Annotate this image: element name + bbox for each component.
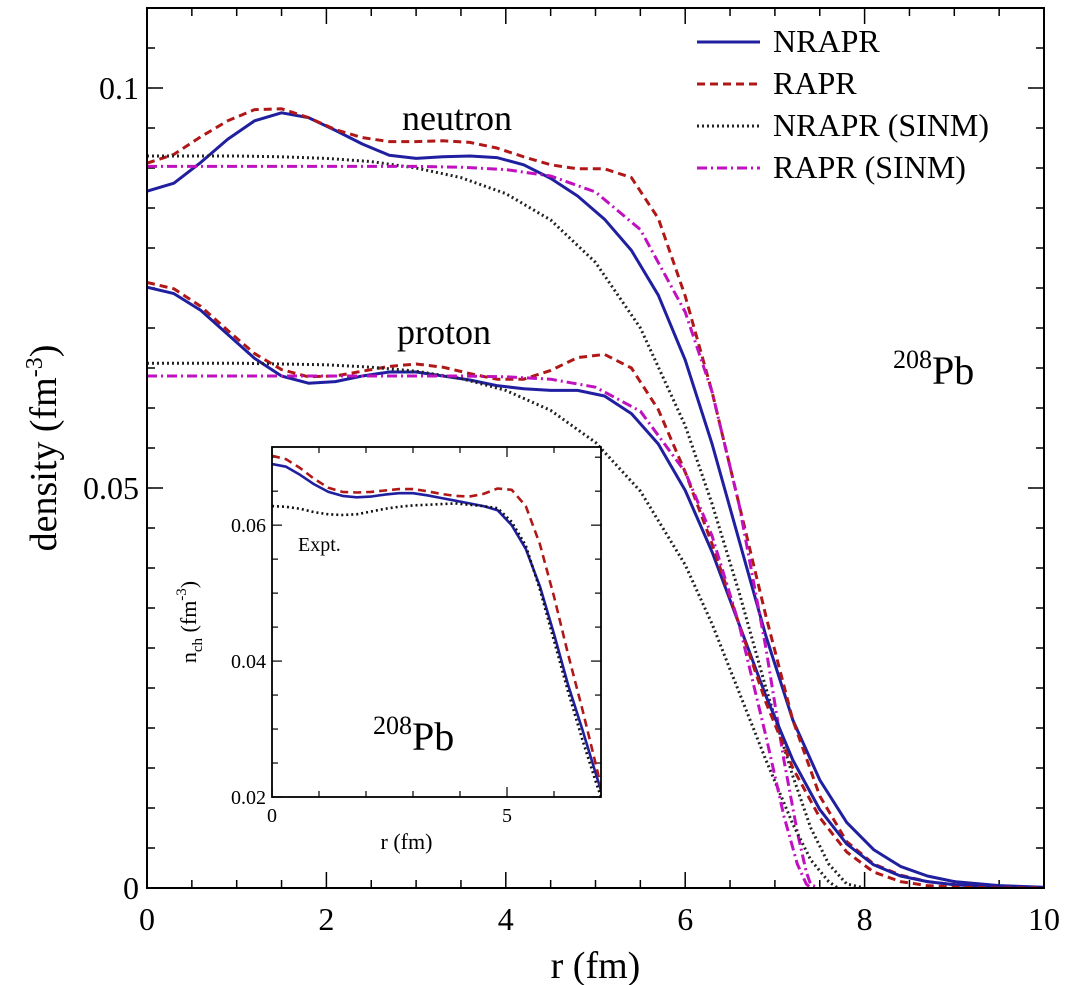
inset-y-tick-label: 0.06	[231, 515, 266, 537]
series-line-rapr-sinm-neutron-3	[147, 164, 821, 888]
y-tick-label: 0	[123, 870, 139, 906]
series-line-rapr-1	[272, 454, 601, 788]
legend-label: NRAPR	[773, 23, 880, 59]
x-axis-label: r (fm)	[551, 945, 641, 985]
label-nucleus: 208Pb	[893, 345, 974, 393]
inset-x-tick-label: 5	[502, 805, 512, 827]
inset-plot: 0 5 0.02 0.04 0.06 r (fm) nch (fm-3) Expt. 208Pb	[174, 446, 602, 854]
x-tick-label: 2	[318, 901, 334, 937]
x-tick-label: 4	[498, 901, 514, 937]
main-plot-frame	[146, 7, 1045, 889]
legend-label: RAPR (SINM)	[773, 149, 966, 185]
legend-label: RAPR	[773, 65, 857, 101]
label-proton: proton	[397, 312, 491, 352]
inset-y-axis-label: nch (fm-3)	[174, 581, 206, 663]
legend-label: NRAPR (SINM)	[773, 107, 989, 143]
main-plot: 0 2 4 6 8 10 0 0.05 0.1 r (fm) density (fm-3) neutr…	[22, 7, 1060, 985]
series-line-expt-2	[272, 502, 601, 797]
label-neutron: neutron	[402, 98, 512, 138]
inset-y-tick-label: 0.02	[231, 787, 266, 809]
legend: NRAPR RAPR NRAPR (SINM) RAPR (SINM)	[697, 23, 989, 185]
main-series-group	[147, 107, 1044, 888]
series-line-nrapr-proton-4	[147, 285, 1044, 888]
series-line-nrapr-sinm-proton-6	[147, 361, 839, 888]
y-tick-label: 0.1	[99, 70, 139, 106]
inset-label-nucleus: 208Pb	[373, 711, 454, 759]
inset-series-group	[272, 454, 601, 797]
x-tick-label: 0	[139, 901, 155, 937]
inset-y-tick-label: 0.04	[231, 651, 266, 673]
series-line-rapr-proton-5	[147, 280, 1044, 888]
inset-x-axis-label: r (fm)	[381, 829, 433, 854]
inset-label-expt: Expt.	[298, 534, 341, 556]
y-axis-label: density (fm-3)	[22, 345, 65, 552]
y-tick-label: 0.05	[83, 470, 139, 506]
x-tick-label: 6	[677, 901, 693, 937]
inset-plot-frame	[271, 446, 602, 798]
series-line-nrapr-neutron-0	[147, 111, 1044, 888]
x-tick-label: 8	[857, 901, 873, 937]
inset-x-tick-label: 0	[267, 805, 277, 827]
series-line-nrapr-sinm-neutron-2	[147, 154, 865, 888]
x-tick-label: 10	[1028, 901, 1060, 937]
series-line-nrapr-0	[272, 462, 601, 791]
series-line-rapr-neutron-1	[147, 107, 1044, 888]
series-line-rapr-sinm-proton-7	[147, 374, 812, 888]
